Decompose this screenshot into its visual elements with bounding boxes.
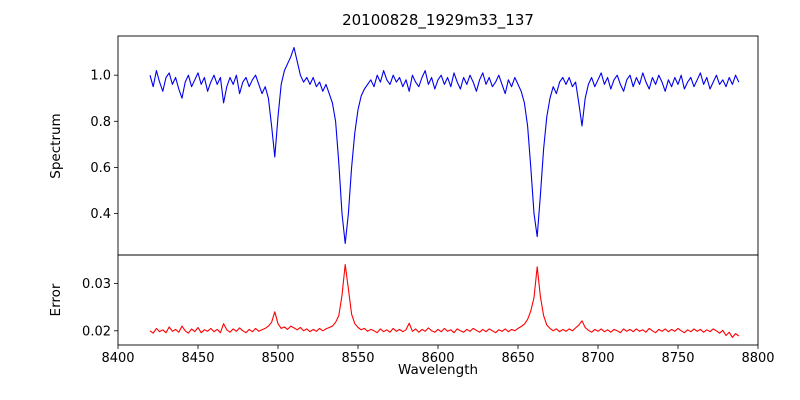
- x-tick-label: 8650: [501, 351, 534, 366]
- error-line: [149, 263, 740, 338]
- y-tick-label: 0.6: [90, 161, 111, 176]
- x-tick-label: 8700: [581, 351, 614, 366]
- y-tick-label: 0.4: [90, 207, 111, 222]
- x-tick-label: 8750: [661, 351, 694, 366]
- y-tick-label: 1.0: [90, 69, 111, 84]
- spectrum-line: [149, 46, 740, 245]
- y-tick-label: 0.03: [82, 277, 111, 292]
- error-axis-label: Error: [48, 283, 64, 317]
- x-axis-label: Wavelength: [397, 362, 479, 378]
- spectrum-axis-label: Spectrum: [48, 113, 64, 179]
- plot-title: 20100828_1929m33_137: [342, 11, 534, 29]
- x-tick-label: 8800: [741, 351, 774, 366]
- x-tick-label: 8450: [181, 351, 214, 366]
- x-tick-label: 8600: [421, 351, 454, 366]
- x-tick-label: 8500: [261, 351, 294, 366]
- y-tick-label: 0.02: [82, 324, 111, 339]
- spectrum-axes-frame: [117, 35, 759, 256]
- y-tick-label: 0.8: [90, 115, 111, 130]
- x-tick-label: 8400: [101, 351, 134, 366]
- x-tick-label: 8550: [341, 351, 374, 366]
